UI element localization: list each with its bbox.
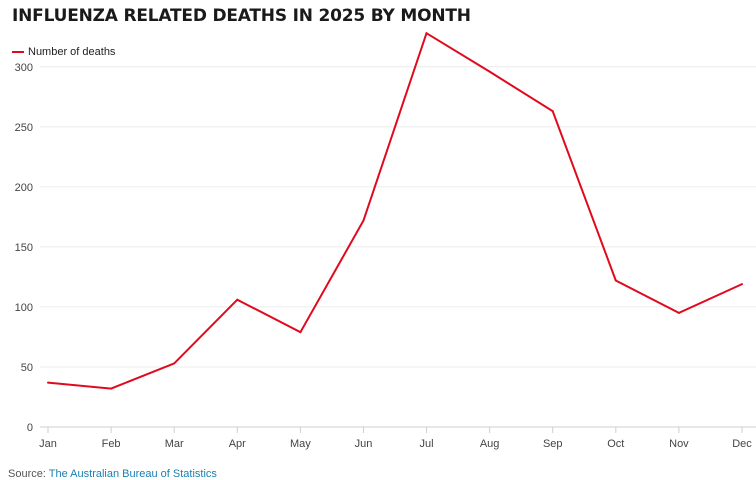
x-tick-label: Oct bbox=[607, 438, 624, 450]
data-point bbox=[425, 32, 428, 35]
series-line-0 bbox=[47, 31, 743, 390]
data-point bbox=[47, 381, 49, 384]
x-tick-label: Nov bbox=[669, 438, 689, 450]
x-tick-label: Mar bbox=[165, 438, 184, 450]
x-tick-label: Jan bbox=[39, 438, 57, 450]
data-point bbox=[110, 387, 113, 390]
source-note: Source: The Australian Bureau of Statist… bbox=[8, 468, 217, 480]
y-tick-label: 50 bbox=[21, 362, 33, 374]
x-tick-label: Dec bbox=[732, 438, 752, 450]
chart-title: INFLUENZA RELATED DEATHS IN 2025 BY MONT… bbox=[12, 6, 471, 26]
y-tick-label: 150 bbox=[15, 242, 33, 254]
x-tick-label: Apr bbox=[229, 438, 246, 450]
y-tick-label: 300 bbox=[15, 62, 33, 74]
data-point bbox=[677, 311, 680, 314]
data-point bbox=[299, 331, 302, 334]
x-tick-label: Jun bbox=[355, 438, 373, 450]
data-point bbox=[488, 70, 491, 73]
y-tick-label: 200 bbox=[15, 182, 33, 194]
y-tick-label: 0 bbox=[27, 422, 33, 434]
data-point bbox=[551, 110, 554, 113]
y-tick-label: 100 bbox=[15, 302, 33, 314]
x-tick-label: Sep bbox=[543, 438, 563, 450]
data-point bbox=[362, 219, 365, 222]
x-tick-label: Feb bbox=[102, 438, 121, 450]
x-tick-label: Jul bbox=[420, 438, 434, 450]
data-point bbox=[236, 298, 239, 301]
source-link[interactable]: The Australian Bureau of Statistics bbox=[48, 468, 217, 480]
data-point bbox=[741, 283, 743, 286]
legend-swatch bbox=[12, 51, 24, 53]
legend-label: Number of deaths bbox=[28, 46, 116, 58]
x-tick-label: Aug bbox=[480, 438, 500, 450]
data-point bbox=[614, 279, 617, 282]
data-point bbox=[173, 362, 176, 365]
y-tick-label: 250 bbox=[15, 122, 33, 134]
source-prefix: Source: bbox=[8, 468, 49, 480]
legend: Number of deaths bbox=[12, 46, 115, 58]
x-tick-label: May bbox=[290, 438, 311, 450]
